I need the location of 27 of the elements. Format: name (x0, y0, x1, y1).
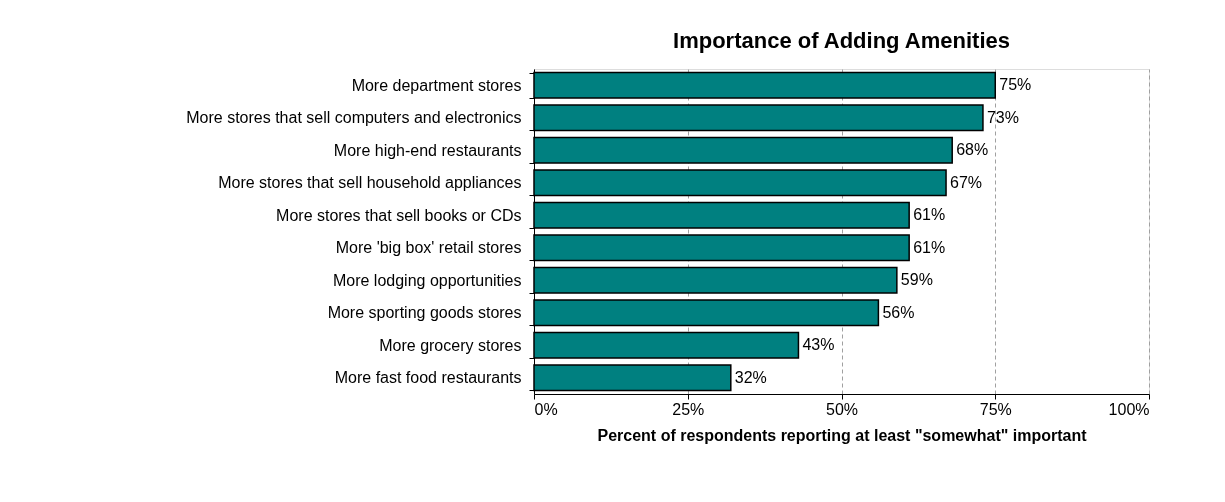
data-label: 67% (950, 173, 983, 191)
x-axis-title: Percent of respondents reporting at least "somewhat" important (597, 426, 1088, 444)
chart-title: Importance of Adding Amenities (673, 28, 1010, 53)
data-label: 73% (986, 108, 1019, 126)
y-tick-label: More lodging opportunities (332, 271, 522, 289)
data-label: 59% (900, 271, 933, 289)
x-tick-label: 0% (534, 400, 558, 418)
y-tick-label: More department stores (351, 76, 522, 94)
y-tick-label: More high-end restaurants (333, 141, 522, 159)
data-label: 75% (999, 76, 1032, 94)
y-tick-label: More fast food restaurants (334, 369, 522, 387)
data-label: 68% (956, 141, 989, 159)
data-label: 56% (882, 303, 915, 321)
y-tick-label: More 'big box' retail stores (335, 239, 522, 257)
x-tick-label: 100% (1108, 400, 1150, 418)
y-tick-label: More grocery stores (379, 336, 522, 354)
x-tick-label: 75% (979, 400, 1012, 418)
y-tick-label: More sporting goods stores (327, 304, 522, 322)
data-label: 43% (802, 336, 835, 354)
y-tick-label: More stores that sell books or CDs (276, 206, 522, 224)
data-label: 61% (913, 238, 946, 256)
data-label: 61% (913, 206, 946, 224)
x-tick-label: 50% (825, 400, 859, 418)
y-tick-label: More stores that sell household appliances (218, 174, 522, 192)
data-label: 32% (734, 368, 767, 386)
y-tick-label: More stores that sell computers and electronics (186, 109, 522, 127)
x-tick-label: 25% (672, 400, 705, 418)
